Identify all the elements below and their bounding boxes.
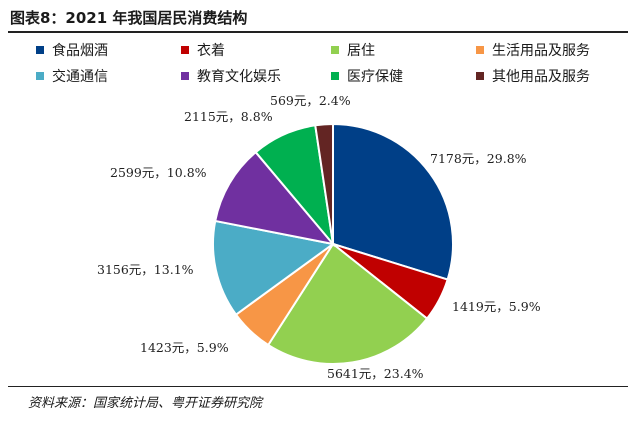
legend-item: 教育文化娱乐 (181, 66, 281, 86)
legend-label: 交通通信 (52, 69, 108, 85)
slice-data-label: 7178元，29.8% (430, 151, 527, 166)
source-rule (8, 386, 628, 387)
legend-label: 医疗保健 (347, 69, 403, 85)
legend-item: 生活用品及服务 (476, 40, 590, 60)
legend-swatch (476, 46, 484, 54)
legend-swatch (331, 46, 339, 54)
slice-data-label: 1419元，5.9% (452, 299, 541, 314)
legend-swatch (36, 72, 44, 80)
title-rule (8, 31, 628, 33)
legend-label: 生活用品及服务 (492, 43, 590, 59)
legend-label: 食品烟酒 (52, 43, 108, 59)
slice-labels: 7178元，29.8% 1419元，5.9% 5641元，23.4% 1423元，5.… (97, 93, 541, 381)
figure-title: 图表8：2021 年我国居民消费结构 (10, 9, 248, 27)
pie-slice (214, 150, 336, 246)
pie-slice (332, 122, 454, 281)
slice-data-label: 5641元，23.4% (327, 366, 424, 381)
legend-swatch (181, 72, 189, 80)
pie-slice (212, 219, 336, 317)
slice-data-label: 2599元，10.8% (110, 165, 207, 180)
slice-data-label: 3156元，13.1% (97, 262, 194, 277)
slice-data-label: 1423元，5.9% (140, 340, 229, 355)
legend-label: 其他用品及服务 (492, 69, 590, 85)
legend-label: 教育文化娱乐 (197, 69, 281, 85)
legend-swatch (331, 72, 339, 80)
pie-slice (314, 122, 334, 245)
legend-label: 衣着 (197, 43, 225, 59)
legend-label: 居住 (347, 43, 375, 59)
legend-item: 医疗保健 (331, 66, 403, 86)
slice-data-label: 569元，2.4% (270, 93, 351, 108)
source-note: 资料来源：国家统计局、粤开证券研究院 (28, 396, 263, 411)
legend-item: 交通通信 (36, 66, 108, 86)
legend-swatch (36, 46, 44, 54)
legend-swatch (181, 46, 189, 54)
pie-slice (266, 242, 429, 365)
legend-item: 食品烟酒 (36, 40, 108, 60)
pie-slices (212, 122, 454, 365)
legend-swatch (476, 72, 484, 80)
legend-item: 衣着 (181, 40, 225, 60)
legend-item: 其他用品及服务 (476, 66, 590, 86)
slice-data-label: 2115元，8.8% (184, 109, 273, 124)
legend-item: 居住 (331, 40, 375, 60)
